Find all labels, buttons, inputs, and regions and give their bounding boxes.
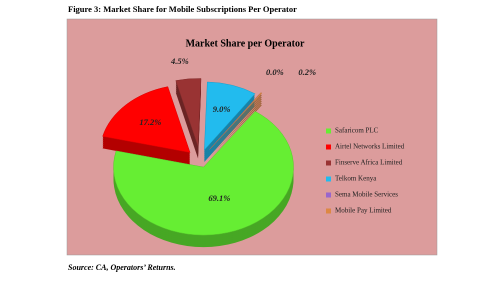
slice bbox=[102, 86, 191, 153]
legend-label: Mobile Pay Limited bbox=[335, 207, 392, 215]
legend-label: Airtel Networks Limited bbox=[335, 143, 405, 151]
legend-swatch bbox=[326, 176, 331, 182]
legend-label: Sema Mobile Services bbox=[335, 191, 398, 199]
slice bbox=[175, 78, 202, 147]
legend-label: Telkom Kenya bbox=[335, 175, 377, 183]
legend-swatch bbox=[326, 128, 331, 134]
slice-side bbox=[210, 98, 262, 155]
slice-side bbox=[210, 102, 262, 159]
data-label: 4.5% bbox=[170, 56, 189, 66]
slice bbox=[113, 111, 294, 236]
slice bbox=[210, 92, 263, 149]
slice bbox=[204, 81, 256, 151]
slice-side bbox=[210, 96, 262, 153]
data-label: 0.2% bbox=[298, 67, 316, 77]
chart-title: Market Share per Operator bbox=[186, 38, 305, 49]
figure-caption: Figure 3: Market Share for Mobile Subscr… bbox=[68, 4, 297, 14]
slice-side bbox=[209, 101, 260, 159]
legend-swatch bbox=[326, 192, 331, 198]
legend-swatch bbox=[326, 208, 331, 214]
data-label: 69.1% bbox=[208, 193, 230, 203]
legend-swatch bbox=[326, 160, 331, 166]
legend-label: Safaricom PLC bbox=[335, 127, 379, 135]
data-label: 0.0% bbox=[266, 67, 284, 77]
legend-label: Finserve Africa Limited bbox=[335, 159, 403, 167]
data-label: 9.0% bbox=[213, 104, 231, 114]
data-label: 17.2% bbox=[139, 117, 161, 127]
slice-side bbox=[210, 94, 262, 151]
legend-swatch bbox=[326, 144, 331, 150]
source-note: Source: CA, Operators’ Returns. bbox=[68, 263, 176, 272]
slice-side bbox=[210, 100, 262, 157]
slice-side bbox=[209, 103, 260, 161]
